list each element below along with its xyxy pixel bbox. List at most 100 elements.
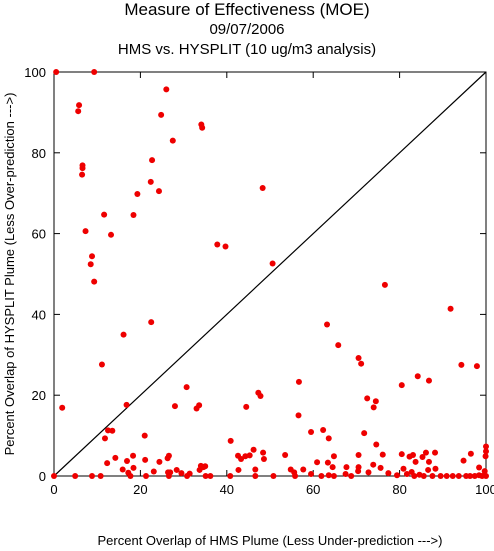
data-point — [147, 178, 154, 185]
data-point — [449, 473, 456, 479]
data-point — [104, 460, 111, 467]
data-point — [260, 456, 267, 463]
data-point — [320, 426, 327, 433]
data-point — [141, 432, 148, 439]
data-point — [257, 393, 264, 400]
data-point — [437, 473, 444, 479]
data-point — [364, 395, 371, 402]
data-point — [330, 453, 337, 460]
y-tick-label: 100 — [24, 65, 46, 80]
data-point — [227, 473, 234, 479]
data-point — [432, 449, 439, 456]
data-points — [51, 69, 489, 479]
x-tick-label: 80 — [392, 482, 406, 497]
data-point — [406, 453, 413, 460]
data-point — [429, 473, 436, 479]
data-point — [355, 451, 362, 458]
data-point — [329, 464, 336, 471]
data-point — [169, 137, 176, 144]
data-point — [330, 473, 337, 479]
data-point — [259, 184, 266, 191]
data-point — [87, 261, 94, 268]
y-axis-label: Percent Overlap of HYSPLIT Plume (Less O… — [2, 93, 17, 456]
data-point — [318, 473, 325, 479]
y-tick-label: 80 — [32, 146, 46, 161]
data-point — [199, 124, 206, 131]
data-point — [308, 470, 315, 477]
x-tick-label: 60 — [306, 482, 320, 497]
data-point — [295, 412, 302, 419]
y-tick-label: 60 — [32, 227, 46, 242]
data-point — [235, 466, 242, 473]
data-point — [252, 473, 259, 479]
data-point — [398, 451, 405, 458]
data-point — [292, 473, 299, 479]
data-point — [75, 108, 82, 115]
chart-date: 09/07/2006 — [209, 21, 285, 38]
data-point — [112, 454, 119, 461]
data-point — [252, 466, 259, 473]
data-point — [130, 464, 137, 471]
data-point — [282, 451, 289, 458]
data-point — [148, 319, 155, 326]
data-point — [79, 171, 86, 178]
data-point — [250, 446, 257, 453]
data-point — [377, 464, 384, 471]
data-point — [343, 464, 350, 471]
y-axis: 0 20 40 60 80 100 — [24, 65, 486, 484]
data-point — [432, 465, 439, 472]
data-point — [183, 384, 190, 391]
data-point — [207, 473, 214, 479]
data-point — [398, 382, 405, 389]
data-point — [124, 458, 131, 465]
data-point — [82, 228, 89, 235]
data-point — [425, 377, 432, 384]
data-point — [355, 464, 362, 471]
plot-frame — [53, 71, 487, 477]
data-point — [308, 428, 315, 435]
data-point — [476, 464, 483, 471]
data-point — [72, 473, 79, 479]
data-point — [425, 466, 432, 473]
data-point — [142, 456, 149, 463]
data-point — [400, 465, 407, 472]
data-point — [365, 469, 372, 476]
data-point — [214, 241, 221, 248]
data-point — [91, 278, 98, 285]
data-point — [119, 466, 126, 473]
data-point — [482, 453, 489, 460]
data-point — [123, 401, 130, 408]
data-point — [355, 355, 362, 362]
data-point — [108, 231, 115, 238]
data-point — [243, 403, 250, 410]
data-point — [134, 191, 141, 198]
data-point — [325, 435, 332, 442]
data-point — [295, 378, 302, 385]
data-point — [143, 473, 150, 479]
data-point — [460, 457, 467, 464]
data-point — [155, 188, 162, 195]
data-point — [193, 405, 200, 412]
data-point — [379, 451, 386, 458]
x-axis: 0 20 40 60 80 100 — [50, 72, 494, 497]
data-point — [394, 472, 401, 479]
data-point — [184, 473, 191, 479]
data-point — [130, 212, 137, 219]
data-point — [53, 69, 60, 75]
data-point — [314, 459, 321, 466]
data-point — [348, 473, 355, 479]
chart-subtitle: HMS vs. HYSPLIT (10 ug/m3 analysis) — [117, 41, 377, 58]
x-tick-label: 0 — [50, 482, 57, 497]
data-point — [370, 461, 377, 468]
data-point — [300, 466, 307, 473]
data-point — [178, 470, 185, 477]
data-point — [373, 441, 380, 448]
data-point — [411, 473, 418, 479]
data-point — [120, 331, 127, 338]
y-tick-label: 40 — [32, 307, 46, 322]
data-point — [202, 473, 209, 479]
data-point — [79, 165, 86, 172]
data-point — [473, 363, 480, 370]
data-point — [483, 448, 489, 455]
chart-title: Measure of Effectiveness (MOE) — [124, 0, 370, 19]
